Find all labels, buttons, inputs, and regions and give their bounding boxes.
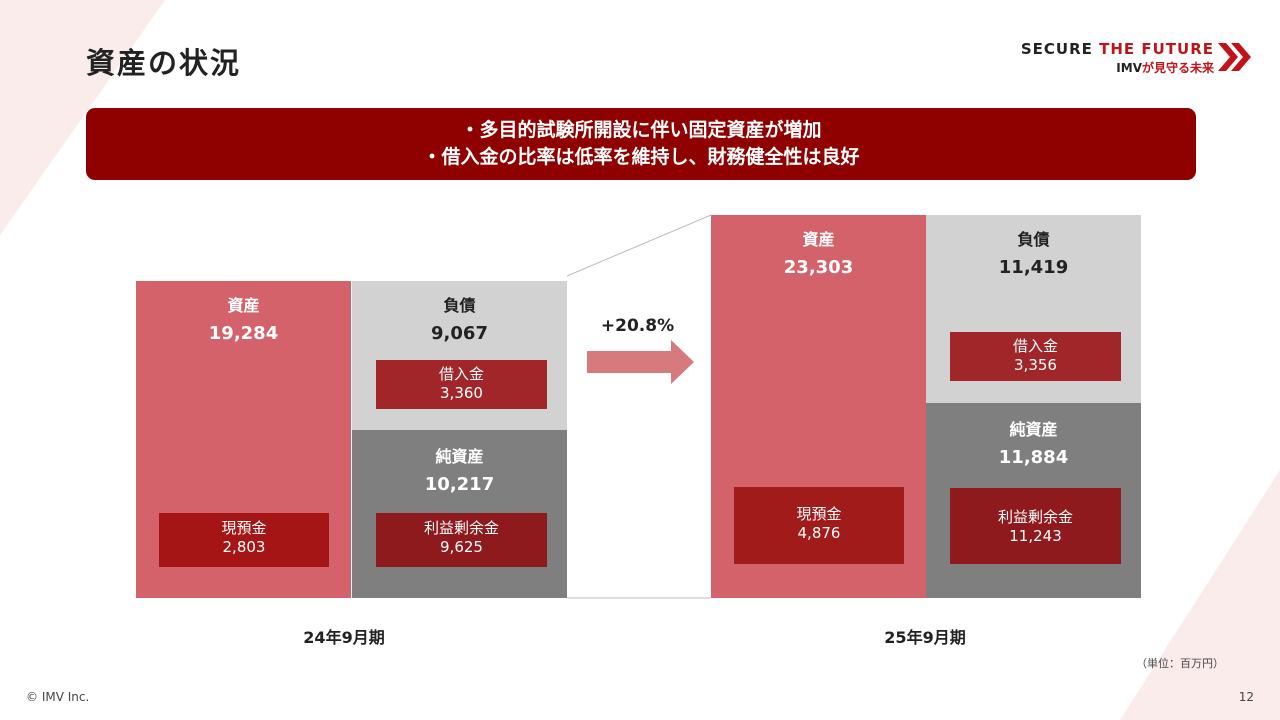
logo-secure: SECURE (1020, 40, 1093, 58)
net-assets-label: 純資産 (435, 447, 484, 467)
banner-line-1: ・多目的試験所開設に伴い固定資産が増加 (460, 119, 822, 141)
cash-value: 4,876 (797, 524, 841, 542)
retained-earnings-box: 利益剰余金 11,243 (950, 488, 1121, 564)
summary-banner: ・多目的試験所開設に伴い固定資産が増加 ・借入金の比率は低率を維持し、財務健全性… (86, 108, 1196, 180)
growth-rate-label: +20.8% (600, 316, 675, 336)
logo-imv: IMV (1116, 61, 1142, 75)
retained-earnings-label: 利益剰余金 (423, 519, 499, 537)
cash-label: 現預金 (221, 519, 267, 537)
assets-value: 23,303 (783, 257, 854, 278)
growth-arrow-icon (587, 340, 694, 384)
cash-value: 2,803 (222, 538, 266, 556)
borrowings-box: 借入金 3,356 (950, 332, 1121, 381)
net-assets-value: 11,884 (998, 446, 1069, 468)
logo-tagline: が見守る未来 (1141, 61, 1214, 75)
borrowings-label: 借入金 (1012, 337, 1058, 355)
borrowings-value: 3,360 (440, 384, 483, 402)
liabilities-label: 負債 (1017, 230, 1050, 249)
period-label: 24年9月期 (303, 628, 385, 647)
liabilities-value: 9,067 (431, 323, 488, 345)
connector-top-line (566, 214, 712, 277)
page-title: 資産の状況 (86, 46, 242, 80)
page-number: 12 (1238, 690, 1254, 704)
liabilities-label: 負債 (443, 296, 476, 316)
borrowings-label: 借入金 (438, 365, 484, 383)
net-assets-value: 10,217 (424, 474, 495, 496)
net-assets-label: 純資産 (1009, 419, 1058, 439)
borrowings-value: 3,356 (1014, 356, 1057, 374)
cash-box: 現預金 4,876 (734, 487, 904, 564)
assets-value: 19,284 (208, 323, 279, 345)
retained-earnings-box: 利益剰余金 9,625 (376, 513, 547, 567)
company-logo: SECURE THE FUTURE IMVが見守る未来 (1021, 40, 1252, 76)
borrowings-box: 借入金 3,360 (376, 360, 547, 409)
logo-the-future: THE FUTURE (1099, 40, 1214, 58)
retained-earnings-value: 9,625 (440, 538, 483, 556)
liabilities-value: 11,419 (998, 257, 1069, 278)
banner-line-2: ・借入金の比率は低率を維持し、財務健全性は良好 (422, 146, 860, 168)
double-chevron-icon (1218, 43, 1251, 71)
unit-label: （単位：百万円） (1136, 657, 1224, 670)
retained-earnings-label: 利益剰余金 (997, 508, 1073, 526)
cash-label: 現預金 (796, 505, 842, 523)
assets-label: 資産 (802, 230, 835, 249)
retained-earnings-value: 11,243 (1009, 527, 1062, 545)
period-label: 25年9月期 (884, 628, 966, 647)
copyright: © IMV Inc. (26, 690, 90, 704)
assets-label: 資産 (227, 296, 260, 316)
cash-box: 現預金 2,803 (159, 513, 329, 567)
